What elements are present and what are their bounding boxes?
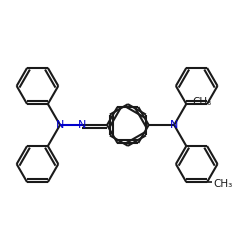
- Text: N: N: [56, 120, 64, 130]
- Text: CH₃: CH₃: [213, 180, 232, 190]
- Text: N: N: [170, 120, 178, 130]
- Text: CH₃: CH₃: [192, 97, 211, 107]
- Text: N: N: [78, 120, 86, 130]
